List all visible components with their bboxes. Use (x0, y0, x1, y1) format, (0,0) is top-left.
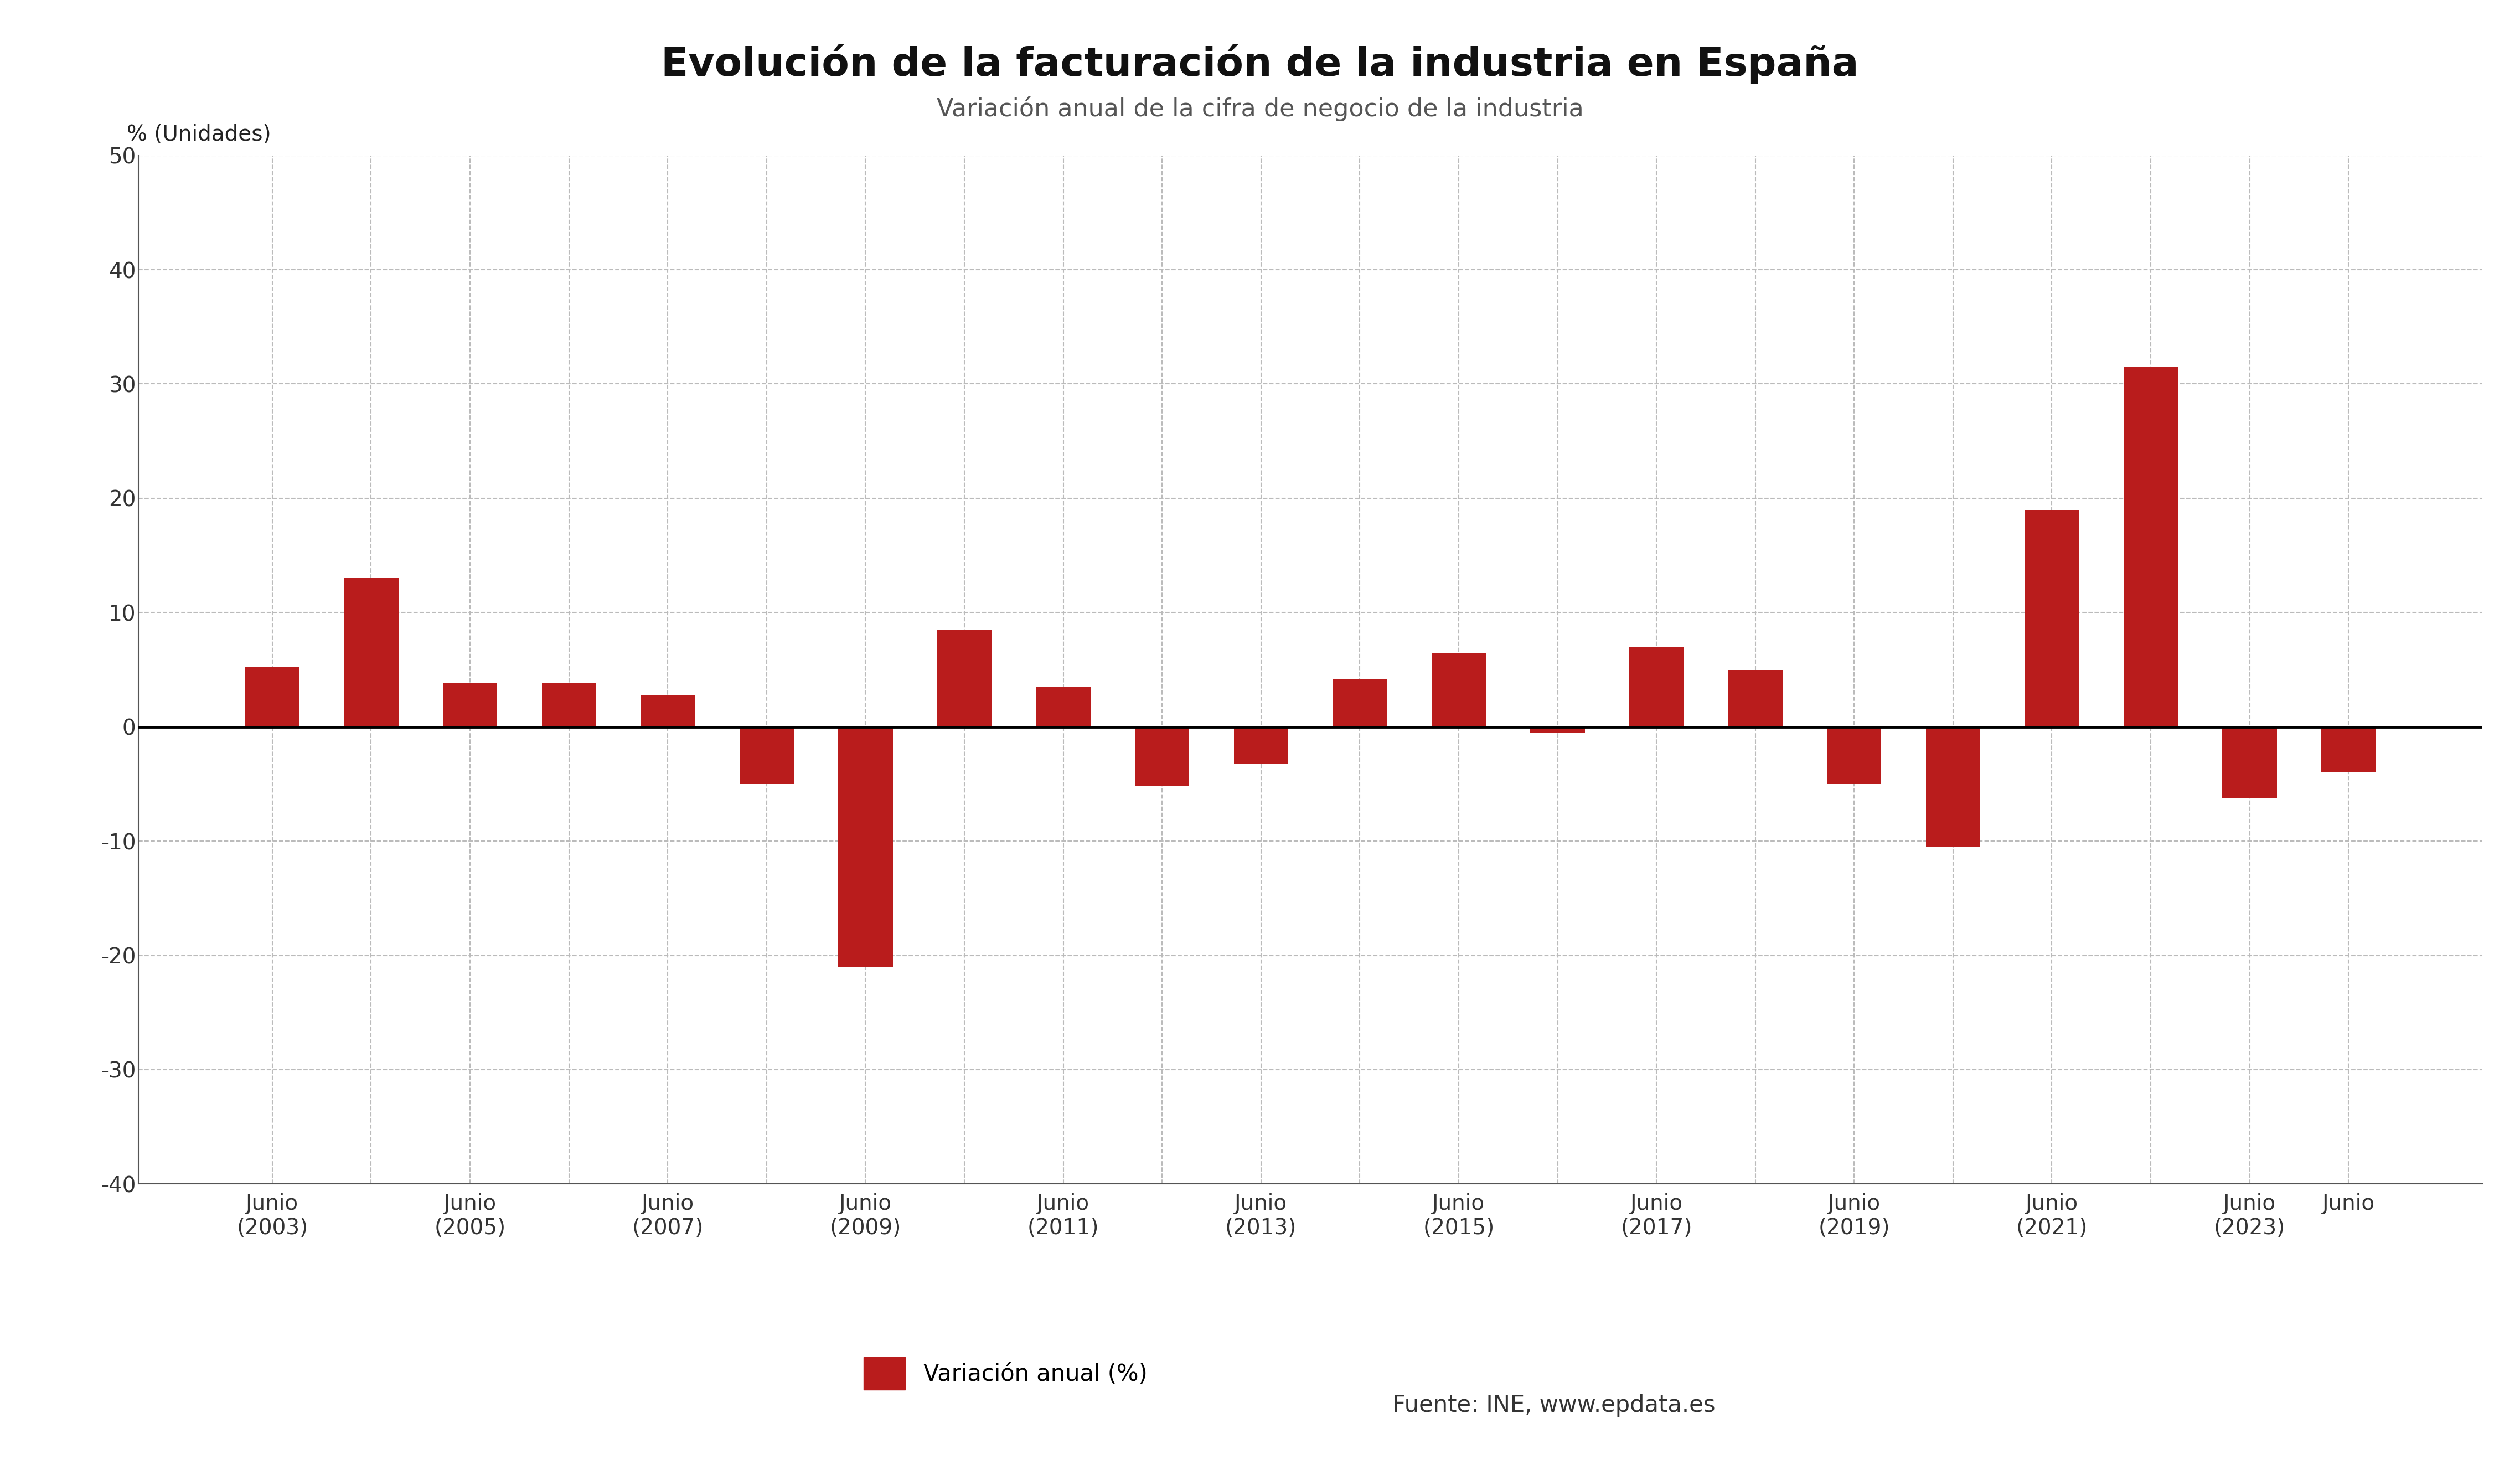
Bar (1235, 727, 1288, 764)
Bar (937, 629, 990, 727)
Bar (1431, 653, 1487, 727)
Bar (2024, 509, 2079, 727)
Bar (1630, 647, 1683, 727)
Text: Evolución de la facturación de la industria en España: Evolución de la facturación de la indust… (660, 44, 1860, 84)
Bar (1530, 727, 1585, 733)
Bar (1827, 727, 1882, 784)
Bar (444, 684, 496, 727)
Text: % (Unidades): % (Unidades) (126, 124, 272, 145)
Bar (542, 684, 597, 727)
Bar (839, 727, 892, 966)
Text: Fuente: INE, www.epdata.es: Fuente: INE, www.epdata.es (1394, 1394, 1716, 1416)
Bar (1925, 727, 1981, 847)
Bar (2223, 727, 2276, 798)
Bar (1729, 669, 1782, 727)
Bar (1333, 679, 1386, 727)
Bar (738, 727, 794, 784)
Legend: Variación anual (%): Variación anual (%) (854, 1348, 1157, 1399)
Bar (640, 694, 696, 727)
Bar (2124, 367, 2177, 727)
Bar (345, 579, 398, 727)
Text: Variación anual de la cifra de negocio de la industria: Variación anual de la cifra de negocio d… (937, 96, 1583, 121)
Bar (1036, 687, 1091, 727)
Bar (2321, 727, 2376, 773)
Bar (1134, 727, 1189, 786)
Bar (244, 667, 300, 727)
